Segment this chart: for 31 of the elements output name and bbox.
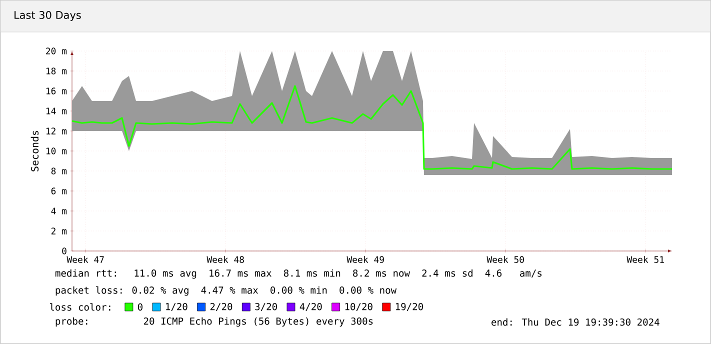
x-tick-label: Week 51 bbox=[626, 256, 664, 263]
y-axis-title: Seconds bbox=[30, 130, 39, 172]
y-tick-label: 4 m bbox=[51, 208, 67, 214]
x-tick-label: Week 49 bbox=[346, 256, 384, 263]
text: median rtt: 11.0 ms avg 16.7 ms max 8.1 ms min 8.2 ms now 2.4 ms sd 4.6 am/s bbox=[55, 269, 542, 279]
legend-label: 4/20 bbox=[300, 303, 322, 311]
x-tick-label: Week 47 bbox=[66, 256, 104, 263]
y-tick-label: 10 m bbox=[46, 148, 67, 154]
x-tick-label: Week 48 bbox=[206, 256, 244, 263]
x-tick-label: Week 50 bbox=[486, 256, 524, 263]
text: packet loss: 0.02 % avg 4.47 % max 0.00 % min 0.00 % now bbox=[56, 286, 397, 296]
text: end: Thu Dec 19 19:39:30 2024 bbox=[492, 318, 660, 326]
legend-title: loss color: bbox=[50, 303, 110, 311]
y-tick-label: 14 m bbox=[46, 108, 67, 114]
y-tick-label: 18 m bbox=[46, 68, 67, 74]
text: probe: 20 ICMP Echo Pings (56 Bytes) every 300s bbox=[56, 317, 373, 327]
y-tick-label: 8 m bbox=[51, 168, 67, 174]
legend-label: 2/20 bbox=[210, 303, 232, 311]
legend-label: 3/20 bbox=[255, 303, 277, 311]
y-tick-label: 20 m bbox=[46, 48, 67, 54]
y-tick-label: 2 m bbox=[51, 228, 67, 234]
legend-label: 1/20 bbox=[166, 303, 188, 311]
y-tick-label: 16 m bbox=[46, 88, 67, 94]
legend-label: 10/20 bbox=[345, 303, 372, 311]
y-tick-label: 0 bbox=[62, 248, 66, 254]
legend-label: 19/20 bbox=[396, 303, 423, 311]
y-tick-label: 12 m bbox=[46, 128, 67, 134]
line-series bbox=[71, 85, 673, 170]
chart-title: Last 30 Days bbox=[14, 11, 81, 21]
legend-label: 0 bbox=[138, 303, 142, 311]
y-tick-label: 6 m bbox=[51, 188, 67, 194]
